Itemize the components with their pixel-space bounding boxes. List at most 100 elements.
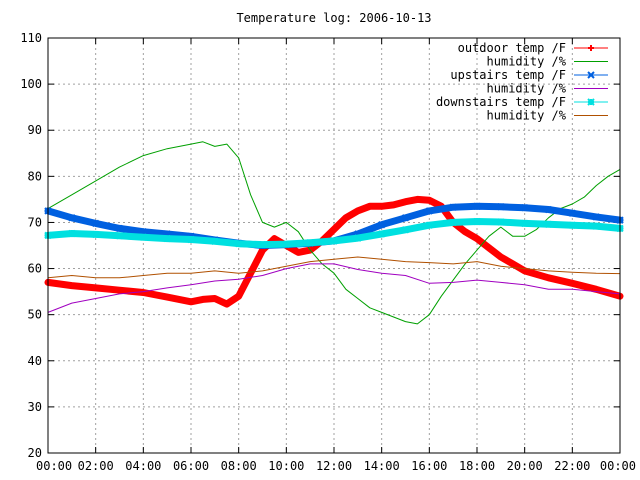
data-point [306, 239, 314, 247]
y-tick-label: 80 [28, 169, 42, 183]
legend-label: humidity /% [487, 55, 567, 69]
x-tick-label: 16:00 [411, 459, 447, 473]
data-point [331, 226, 337, 233]
data-point [425, 207, 434, 215]
series-group [44, 141, 624, 325]
data-point [592, 222, 600, 230]
data-point [568, 209, 577, 217]
y-tick-label: 90 [28, 123, 42, 137]
data-point [520, 219, 529, 228]
data-point [211, 295, 218, 302]
data-point [354, 207, 361, 214]
data-point [497, 203, 505, 211]
legend-marker [588, 45, 594, 51]
data-point [497, 218, 505, 226]
y-tick-label: 110 [20, 31, 42, 45]
y-tick-label: 20 [28, 446, 42, 460]
data-point [402, 198, 409, 205]
x-tick-label: 04:00 [125, 459, 161, 473]
data-point [258, 240, 267, 249]
data-point [592, 213, 600, 221]
tick-labels: 20 30 40 50 60 70 80 90 100 110 00:00 02:00 04:00 06:… [20, 31, 636, 473]
x-tick-label: 00:00 [600, 459, 636, 473]
data-point [163, 234, 171, 243]
data-point [569, 280, 576, 287]
y-tick-label: 30 [28, 400, 42, 414]
data-point [115, 224, 124, 233]
data-point [164, 294, 171, 301]
y-tick-label: 60 [28, 262, 42, 276]
data-point [223, 301, 230, 308]
data-point [473, 217, 481, 226]
data-point [247, 270, 254, 277]
data-point [342, 214, 349, 221]
x-tick-label: 00:00 [36, 459, 72, 473]
data-point [139, 233, 148, 241]
series-6 [47, 256, 621, 279]
data-point [92, 284, 99, 291]
legend-label: upstairs temp /F [450, 68, 566, 82]
data-point [377, 230, 386, 238]
data-point [509, 260, 516, 267]
data-point [271, 235, 278, 242]
data-point [390, 201, 397, 208]
data-point [426, 197, 433, 204]
data-point [330, 237, 338, 245]
x-tick-label: 06:00 [173, 459, 209, 473]
series-line [47, 256, 621, 279]
series-2 [47, 141, 621, 325]
data-point [545, 274, 552, 281]
data-point [68, 229, 76, 238]
legend-label: humidity /% [487, 82, 567, 96]
x-tick-label: 12:00 [316, 459, 352, 473]
chart-title: Temperature log: 2006-10-13 [236, 11, 431, 25]
data-point [497, 254, 504, 261]
x-tick-label: 08:00 [221, 459, 257, 473]
series-4 [47, 263, 621, 313]
grid [48, 38, 620, 453]
data-point [425, 221, 434, 229]
data-point [68, 282, 75, 289]
data-point [187, 235, 195, 244]
data-point [68, 214, 76, 222]
data-point [116, 287, 123, 294]
x-tick-label: 10:00 [268, 459, 304, 473]
data-point [462, 228, 469, 235]
data-point [377, 221, 386, 229]
data-point [378, 203, 385, 210]
legend-label: humidity /% [487, 109, 567, 123]
data-point [568, 221, 577, 229]
data-point [91, 219, 100, 228]
data-point [414, 196, 421, 203]
data-point [188, 298, 194, 305]
data-point [282, 240, 291, 248]
data-point [366, 203, 373, 210]
y-tick-label: 100 [20, 77, 42, 91]
legend-marker [587, 71, 595, 79]
legend-label: downstairs temp /F [436, 95, 566, 109]
y-tick-label: 70 [28, 215, 42, 229]
x-tick-label: 18:00 [459, 459, 495, 473]
data-point [91, 230, 100, 239]
x-tick-label: 22:00 [554, 459, 590, 473]
data-point [234, 239, 243, 248]
legend-marker [587, 98, 595, 106]
data-point [401, 214, 410, 222]
data-point [485, 244, 492, 251]
data-point [115, 232, 124, 240]
legend-label: outdoor temp /F [458, 41, 566, 55]
series-5 [44, 217, 624, 249]
data-point [295, 249, 302, 256]
data-point [520, 203, 529, 212]
x-tick-label: 02:00 [78, 459, 114, 473]
y-tick-label: 40 [28, 354, 42, 368]
plot-frame [47, 37, 621, 454]
data-point [449, 203, 457, 211]
data-point [449, 218, 457, 227]
data-point [211, 237, 219, 246]
data-point [199, 296, 206, 303]
data-point [473, 202, 481, 211]
